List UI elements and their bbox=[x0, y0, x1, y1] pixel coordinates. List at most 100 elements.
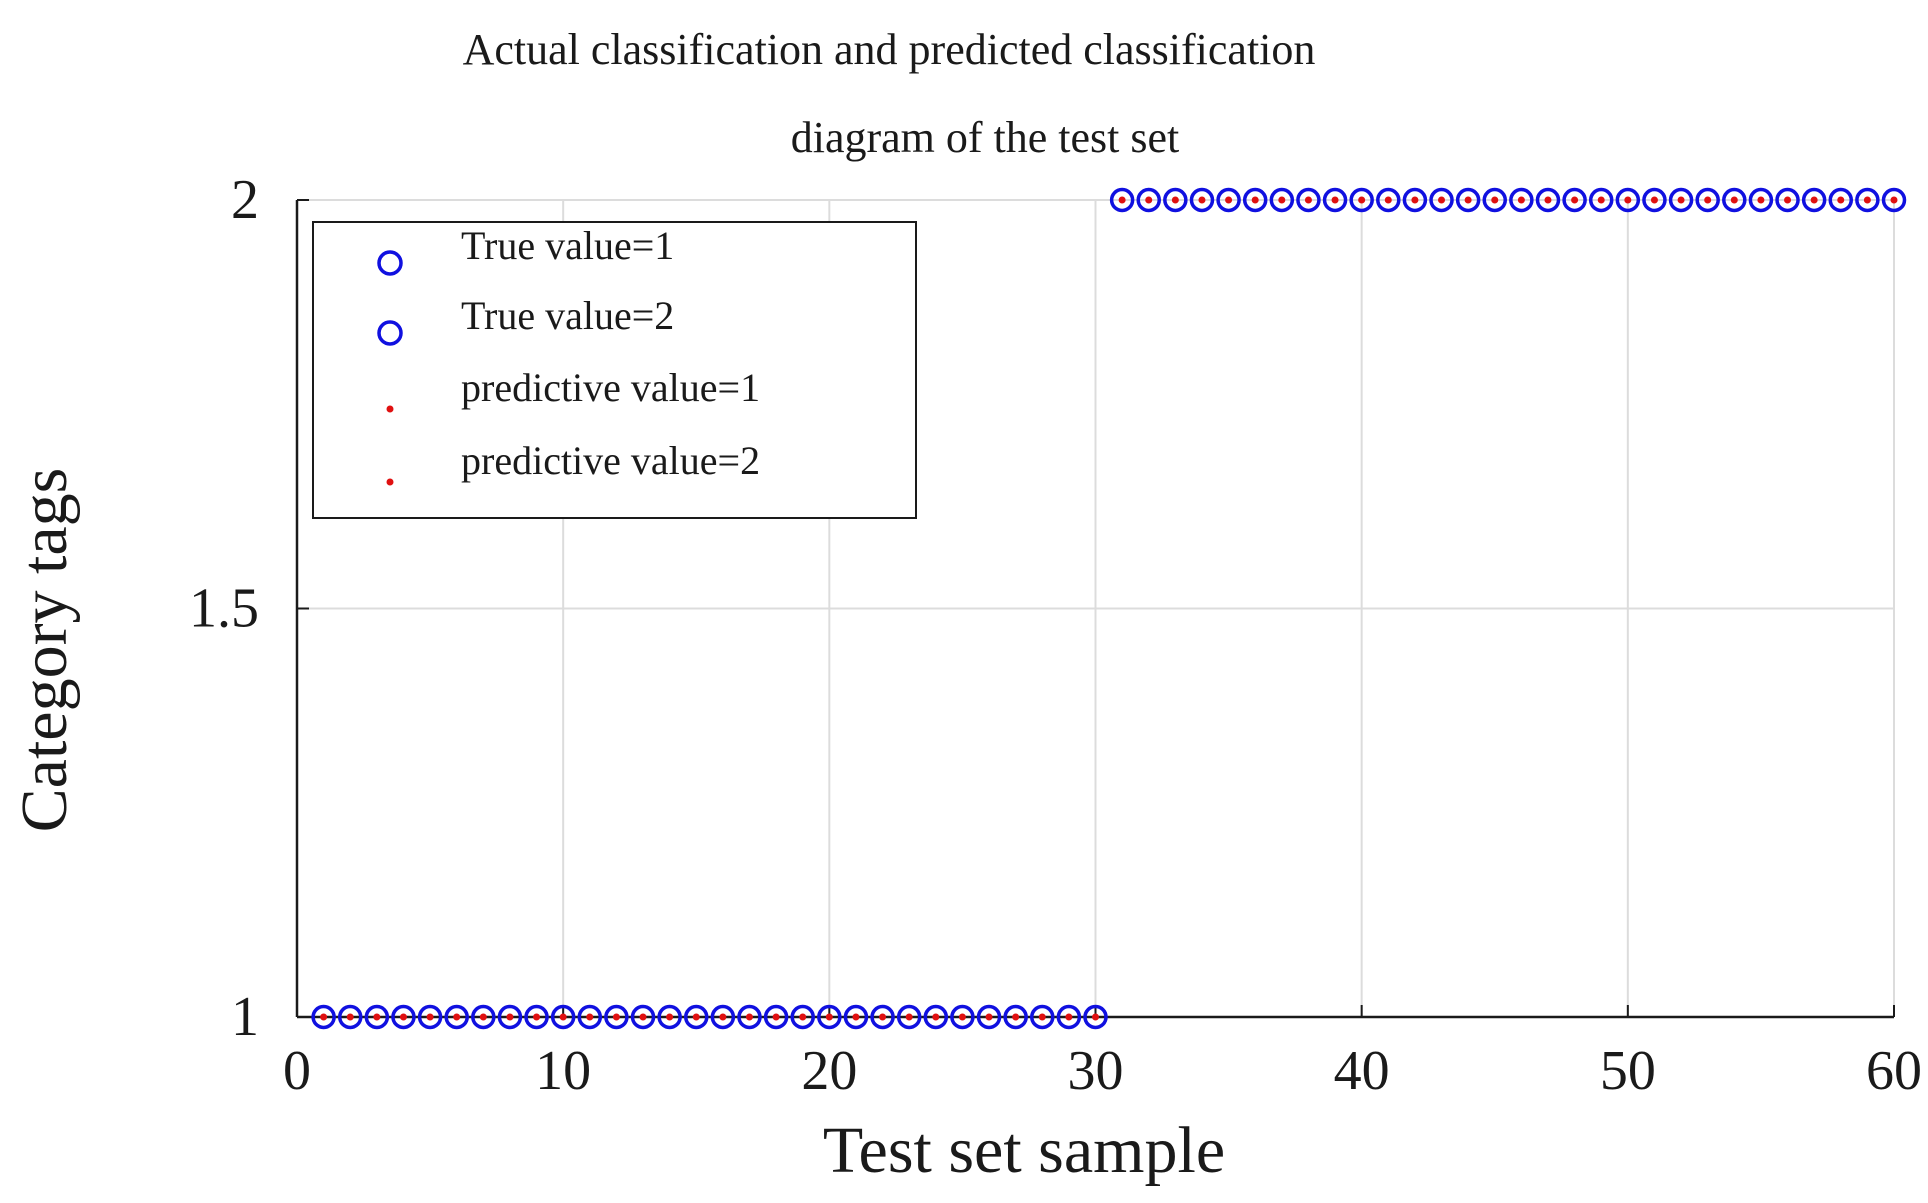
series-1-point-5 bbox=[1242, 187, 1268, 213]
series-2-point-6 bbox=[479, 1013, 487, 1021]
legend-label-3: predictive value=2 bbox=[461, 438, 760, 483]
series-0-point-17 bbox=[763, 1004, 789, 1030]
series-3-point-25 bbox=[1784, 196, 1792, 204]
series-2-point-22 bbox=[905, 1013, 913, 1021]
series-1-point-25 bbox=[1775, 187, 1800, 213]
y-tick-label-2: 2 bbox=[231, 169, 259, 231]
series-3-point-12 bbox=[1438, 196, 1446, 204]
legend-marker-1 bbox=[377, 320, 403, 346]
series-3-point-8 bbox=[1331, 196, 1339, 204]
series-2-point-24 bbox=[958, 1013, 966, 1021]
series-2-point-19 bbox=[825, 1013, 833, 1021]
x-tick-label-2: 20 bbox=[801, 1040, 857, 1102]
series-2-point-2 bbox=[373, 1013, 381, 1021]
series-1-point-4 bbox=[1216, 187, 1241, 213]
series-1-point-7 bbox=[1296, 187, 1321, 213]
series-0-point-23 bbox=[923, 1004, 949, 1030]
series-2-point-7 bbox=[506, 1013, 514, 1021]
series-1-point-8 bbox=[1322, 187, 1348, 213]
series-3-point-9 bbox=[1358, 196, 1366, 204]
x-tick-label-0: 0 bbox=[283, 1040, 311, 1102]
series-3-point-3 bbox=[1198, 196, 1206, 204]
series-2-point-25 bbox=[985, 1013, 993, 1021]
series-3-point-13 bbox=[1464, 196, 1472, 204]
series-3-point-10 bbox=[1384, 196, 1392, 204]
y-tick-label-1: 1.5 bbox=[189, 578, 259, 640]
series-1-point-16 bbox=[1535, 187, 1561, 213]
series-2-point-21 bbox=[879, 1013, 887, 1021]
series-2-point-8 bbox=[533, 1013, 541, 1021]
series-3-point-21 bbox=[1677, 196, 1685, 204]
series-0-point-3 bbox=[391, 1004, 416, 1030]
y-tick-label-0: 1 bbox=[231, 986, 259, 1048]
series-1-point-18 bbox=[1588, 187, 1614, 213]
series-1-point-21 bbox=[1668, 187, 1694, 213]
series-2-point-10 bbox=[586, 1013, 594, 1021]
series-3-point-6 bbox=[1278, 196, 1286, 204]
series-3-point-20 bbox=[1650, 196, 1658, 204]
series-0-point-25 bbox=[976, 1004, 1002, 1030]
series-1-point-15 bbox=[1509, 187, 1534, 213]
legend-marker-2 bbox=[386, 405, 394, 413]
series-2-point-3 bbox=[399, 1013, 407, 1021]
data-points bbox=[311, 187, 1907, 1030]
series-3-point-5 bbox=[1251, 196, 1259, 204]
legend-marker-3 bbox=[386, 478, 394, 486]
series-2-point-29 bbox=[1092, 1013, 1099, 1021]
series-3-point-23 bbox=[1730, 196, 1738, 204]
series-0-point-26 bbox=[1003, 1004, 1028, 1030]
legend-box bbox=[312, 221, 917, 519]
series-0-point-13 bbox=[657, 1004, 682, 1030]
series-0-point-20 bbox=[843, 1004, 869, 1030]
x-axis-label: Test set sample bbox=[823, 1114, 1225, 1187]
series-3-point-7 bbox=[1304, 196, 1312, 204]
legend-marker-0 bbox=[377, 250, 403, 276]
series-1-point-26 bbox=[1801, 187, 1827, 213]
series-2-point-0 bbox=[320, 1013, 328, 1021]
series-3-point-29 bbox=[1890, 196, 1898, 204]
series-0-point-29 bbox=[1083, 1004, 1108, 1030]
series-3-point-2 bbox=[1171, 196, 1179, 204]
series-1-point-10 bbox=[1376, 187, 1401, 213]
series-1-point-12 bbox=[1429, 187, 1454, 213]
series-1-point-0 bbox=[1109, 187, 1135, 213]
series-1-point-20 bbox=[1642, 187, 1667, 213]
series-1-point-22 bbox=[1695, 187, 1720, 213]
x-tick-label-6: 60 bbox=[1866, 1040, 1922, 1102]
series-1-point-28 bbox=[1855, 187, 1880, 213]
series-1-point-3 bbox=[1189, 187, 1215, 213]
x-tick-label-4: 40 bbox=[1334, 1040, 1390, 1102]
series-2-point-5 bbox=[453, 1013, 461, 1021]
series-1-point-6 bbox=[1269, 187, 1295, 213]
series-0-point-27 bbox=[1030, 1004, 1055, 1030]
series-0-point-18 bbox=[790, 1004, 815, 1030]
series-1-point-9 bbox=[1349, 187, 1374, 213]
series-1-point-17 bbox=[1562, 187, 1587, 213]
series-2-point-14 bbox=[692, 1013, 700, 1021]
series-2-point-17 bbox=[772, 1013, 780, 1021]
legend-label-0: True value=1 bbox=[461, 223, 674, 268]
series-3-point-11 bbox=[1411, 196, 1419, 204]
series-2-point-13 bbox=[666, 1013, 674, 1021]
series-0-point-0 bbox=[311, 1004, 336, 1030]
series-1-point-11 bbox=[1402, 187, 1428, 213]
series-0-point-10 bbox=[577, 1004, 603, 1030]
series-1-point-24 bbox=[1748, 187, 1774, 213]
series-2-point-20 bbox=[852, 1013, 860, 1021]
series-3-point-26 bbox=[1810, 196, 1818, 204]
series-1-point-29 bbox=[1881, 187, 1907, 213]
series-1-point-1 bbox=[1136, 187, 1161, 213]
tick-labels: 0 10 20 30 40 50 60 1 1.5 2 bbox=[189, 169, 1922, 1102]
series-3-point-19 bbox=[1624, 196, 1632, 204]
series-0-point-16 bbox=[737, 1004, 762, 1030]
series-3-point-27 bbox=[1837, 196, 1845, 204]
series-0-point-9 bbox=[550, 1004, 576, 1030]
series-2-point-15 bbox=[719, 1013, 727, 1021]
legend-label-2: predictive value=1 bbox=[461, 365, 760, 410]
series-0-point-24 bbox=[950, 1004, 975, 1030]
series-2-point-28 bbox=[1065, 1013, 1073, 1021]
series-3-point-14 bbox=[1491, 196, 1499, 204]
series-3-point-0 bbox=[1118, 196, 1126, 204]
series-2-point-12 bbox=[639, 1013, 647, 1021]
